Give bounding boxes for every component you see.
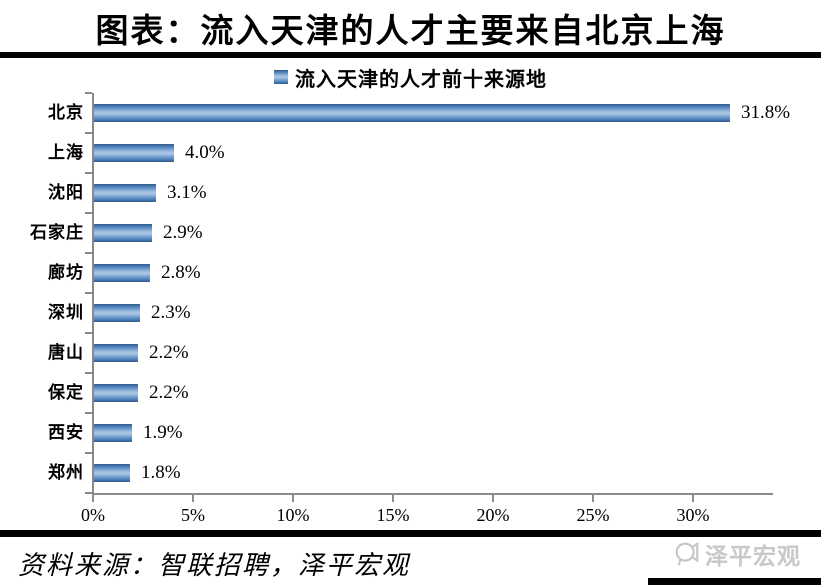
bar-廊坊 — [94, 264, 150, 282]
value-label-西安: 1.9% — [143, 422, 183, 443]
bar-郑州 — [94, 464, 130, 482]
bar-保定 — [94, 384, 138, 402]
value-label-石家庄: 2.9% — [163, 222, 203, 243]
bar-北京 — [94, 104, 730, 122]
category-label-上海: 上海 — [48, 143, 84, 162]
legend-label: 流入天津的人才前十来源地 — [295, 68, 547, 91]
y-axis-tick — [85, 132, 92, 134]
plot-area: 31.8% 4.0% 3.1% 2.9% 2.8% 2.3% 2.2% 2.2% 1.9% 1.8… — [94, 93, 790, 493]
y-axis-tick — [85, 372, 92, 374]
brand-watermark-text: 泽平宏观 — [705, 544, 801, 569]
page-title: 图表：流入天津的人才主要来自北京上海 — [95, 14, 726, 50]
category-label-唐山: 唐山 — [48, 343, 84, 362]
chart-legend: 流入天津的人才前十来源地 — [0, 64, 821, 91]
value-label-深圳: 2.3% — [151, 302, 191, 323]
y-axis-tick — [85, 452, 92, 454]
x-axis-tick-label: 30% — [676, 505, 710, 525]
bar-唐山 — [94, 344, 138, 362]
y-axis-line — [92, 93, 94, 495]
x-axis-tick — [492, 495, 494, 502]
y-axis-tick — [85, 412, 92, 414]
top-divider-bar — [0, 52, 821, 58]
value-label-郑州: 1.8% — [141, 462, 181, 483]
y-axis-tick — [85, 492, 92, 494]
y-axis-tick — [85, 252, 92, 254]
category-label-郑州: 郑州 — [48, 463, 84, 482]
x-axis-tick — [592, 495, 594, 502]
legend-swatch-icon — [274, 70, 288, 84]
brand-rule-line — [648, 578, 821, 585]
y-axis-tick — [85, 332, 92, 334]
value-label-廊坊: 2.8% — [161, 262, 201, 283]
x-axis-tick — [292, 495, 294, 502]
x-axis-tick — [392, 495, 394, 502]
bar-西安 — [94, 424, 132, 442]
x-axis-tick-label: 20% — [476, 505, 510, 525]
bar-石家庄 — [94, 224, 152, 242]
x-axis-tick — [692, 495, 694, 502]
y-axis-tick — [85, 292, 92, 294]
category-label-石家庄: 石家庄 — [30, 223, 84, 242]
y-axis-tick — [85, 212, 92, 214]
x-axis-tick-label: 0% — [81, 505, 105, 525]
category-label-保定: 保定 — [48, 383, 84, 402]
value-label-上海: 4.0% — [185, 142, 225, 163]
x-axis-tick-label: 25% — [576, 505, 610, 525]
x-axis-tick — [192, 495, 194, 502]
bar-上海 — [94, 144, 174, 162]
x-axis-line — [92, 493, 773, 495]
category-label-北京: 北京 — [48, 103, 84, 122]
value-label-保定: 2.2% — [149, 382, 189, 403]
x-axis-tick-label: 10% — [276, 505, 310, 525]
value-label-北京: 31.8% — [741, 102, 791, 123]
category-label-廊坊: 廊坊 — [48, 263, 84, 282]
x-axis-tick-label: 5% — [181, 505, 205, 525]
x-axis-tick-label: 15% — [376, 505, 410, 525]
category-label-深圳: 深圳 — [48, 303, 84, 322]
megaphone-icon — [675, 541, 699, 566]
bar-沈阳 — [94, 184, 156, 202]
category-label-西安: 西安 — [48, 423, 84, 442]
category-label-沈阳: 沈阳 — [48, 183, 84, 202]
value-label-沈阳: 3.1% — [167, 182, 207, 203]
y-axis-tick — [85, 92, 92, 94]
source-note: 资料来源：智联招聘，泽平宏观 — [18, 551, 411, 580]
value-label-唐山: 2.2% — [149, 342, 189, 363]
bottom-divider-bar — [0, 530, 821, 537]
y-axis-tick — [85, 172, 92, 174]
x-axis-tick — [92, 495, 94, 502]
bar-深圳 — [94, 304, 140, 322]
brand-watermark: 泽平宏观 — [672, 537, 801, 571]
